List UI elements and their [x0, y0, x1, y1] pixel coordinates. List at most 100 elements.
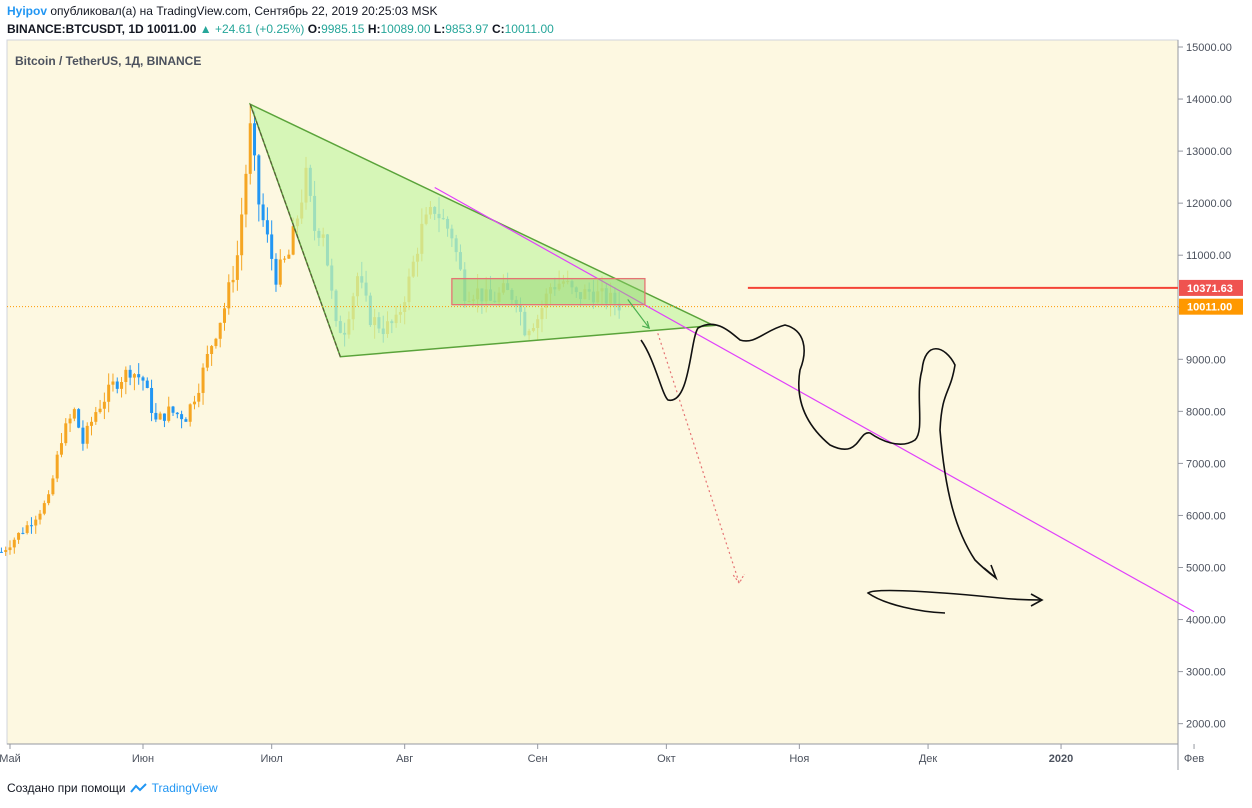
open-label: O: — [307, 22, 322, 36]
y-tick-label: 7000.00 — [1186, 458, 1226, 470]
candle-body — [201, 367, 205, 393]
candle-body — [98, 408, 102, 413]
candle-body — [291, 226, 295, 255]
candle-body — [274, 258, 278, 285]
candle-body — [25, 525, 29, 533]
x-tick-label: Фев — [1184, 753, 1204, 765]
candle-body — [167, 406, 171, 421]
candle-body — [175, 412, 179, 415]
candle-body — [111, 381, 115, 385]
candle-body — [107, 384, 111, 402]
candle-body — [115, 381, 119, 389]
low-label: L: — [433, 22, 446, 36]
candle-body — [29, 525, 33, 527]
y-tick-label: 6000.00 — [1186, 510, 1226, 522]
time-axis[interactable]: Май Июн Июл Авг Сен Окт Ноя Дек 2020 Фев — [0, 744, 1204, 765]
high-label: H: — [367, 22, 381, 36]
y-tick-label: 12000.00 — [1186, 198, 1232, 210]
candle-body — [214, 338, 218, 347]
axis-price-badge-label: 10011.00 — [1187, 302, 1232, 314]
x-tick-label: Май — [0, 753, 21, 765]
candle-body — [223, 308, 226, 323]
candle-body — [42, 503, 46, 514]
change-value: +24.61 (+0.25%) — [214, 22, 305, 36]
author-link[interactable]: Hyipov — [7, 4, 48, 18]
y-tick-label: 14000.00 — [1186, 94, 1232, 106]
candle-body — [90, 421, 94, 426]
candle-body — [21, 532, 25, 534]
close-value: 10011.00 — [504, 22, 554, 36]
price-axis[interactable]: 15000.00 14000.00 13000.00 12000.00 11000.00… — [1178, 42, 1232, 731]
candle-body — [132, 374, 136, 378]
candle-body — [265, 220, 269, 235]
candle-body — [184, 419, 188, 422]
candle-body — [270, 234, 274, 259]
candle-body — [4, 550, 8, 552]
triangle-dashed-edge — [249, 104, 341, 357]
y-tick-label: 13000.00 — [1186, 146, 1232, 158]
candle-body — [145, 380, 149, 388]
candle-body — [64, 423, 68, 444]
candle-body — [141, 377, 145, 381]
axis-price-badge — [1179, 298, 1243, 315]
hand-drawn-horizontal-arrow-head-icon — [1030, 593, 1044, 607]
candle-body — [47, 494, 51, 504]
candle-body — [244, 173, 248, 215]
ohlc-header: BINANCE:BTCUSDT, 1D 10011.00 ▲ +24.61 (+… — [7, 22, 554, 36]
y-tick-label: 15000.00 — [1186, 42, 1232, 54]
y-tick-label: 5000.00 — [1186, 563, 1226, 575]
y-tick-label: 4000.00 — [1186, 615, 1226, 627]
candle-body — [128, 369, 132, 378]
candle-body — [248, 123, 252, 174]
change-arrow-icon: ▲ — [199, 22, 212, 36]
candle-body — [231, 279, 235, 283]
candle-body — [171, 406, 175, 413]
candle-body — [188, 404, 192, 422]
candle-body — [154, 412, 158, 420]
y-tick-label: 8000.00 — [1186, 406, 1226, 418]
green-arrow-head-icon — [642, 320, 651, 329]
candle-body — [55, 454, 59, 479]
candle-body — [124, 369, 128, 383]
candle-body — [59, 443, 63, 455]
y-tick-label: 11000.00 — [1186, 250, 1231, 262]
symbol-label: BINANCE:BTCUSDT, 1D — [7, 22, 144, 36]
candle-body — [120, 382, 124, 389]
candle-body — [253, 123, 257, 156]
tradingview-logo-icon — [129, 783, 147, 793]
close-label: C: — [491, 22, 505, 36]
hand-drawn-horizontal-arrow — [866, 589, 1043, 614]
candle-body — [137, 374, 141, 378]
candle-body — [180, 414, 184, 420]
candle-body — [278, 259, 282, 285]
candle-body — [197, 392, 201, 402]
candle-body — [162, 413, 166, 421]
chart-title: Bitcoin / TetherUS, 1Д, BINANCE — [15, 54, 201, 68]
range-box — [451, 277, 646, 306]
tradingview-link[interactable]: TradingView — [151, 781, 218, 795]
x-tick-label: Июн — [132, 753, 154, 765]
candle-body — [12, 539, 16, 548]
x-tick-label: Ноя — [789, 753, 809, 765]
candle-body — [81, 427, 85, 444]
candle-body — [158, 413, 162, 420]
candle-body — [34, 519, 38, 526]
candle-body — [94, 412, 98, 422]
candle-body — [235, 255, 239, 280]
red-projection-arrow-icon — [732, 573, 745, 585]
publish-header: Hyipov опубликовал(а) на TradingView.com… — [7, 4, 438, 18]
candle-body — [0, 551, 3, 553]
x-tick-label: Дек — [919, 753, 938, 765]
green-arrow-line — [627, 299, 650, 329]
red-dotted-projection — [657, 333, 740, 584]
y-tick-label: 2000.00 — [1186, 719, 1226, 731]
candle-body — [8, 547, 12, 551]
hand-drawn-forecast-path — [640, 323, 997, 579]
candle-body — [218, 322, 222, 339]
candle-body — [287, 254, 291, 259]
drawings-layer — [7, 102, 1195, 614]
candle-body — [68, 418, 72, 424]
candle-body — [257, 155, 261, 205]
candle-body — [85, 425, 89, 444]
